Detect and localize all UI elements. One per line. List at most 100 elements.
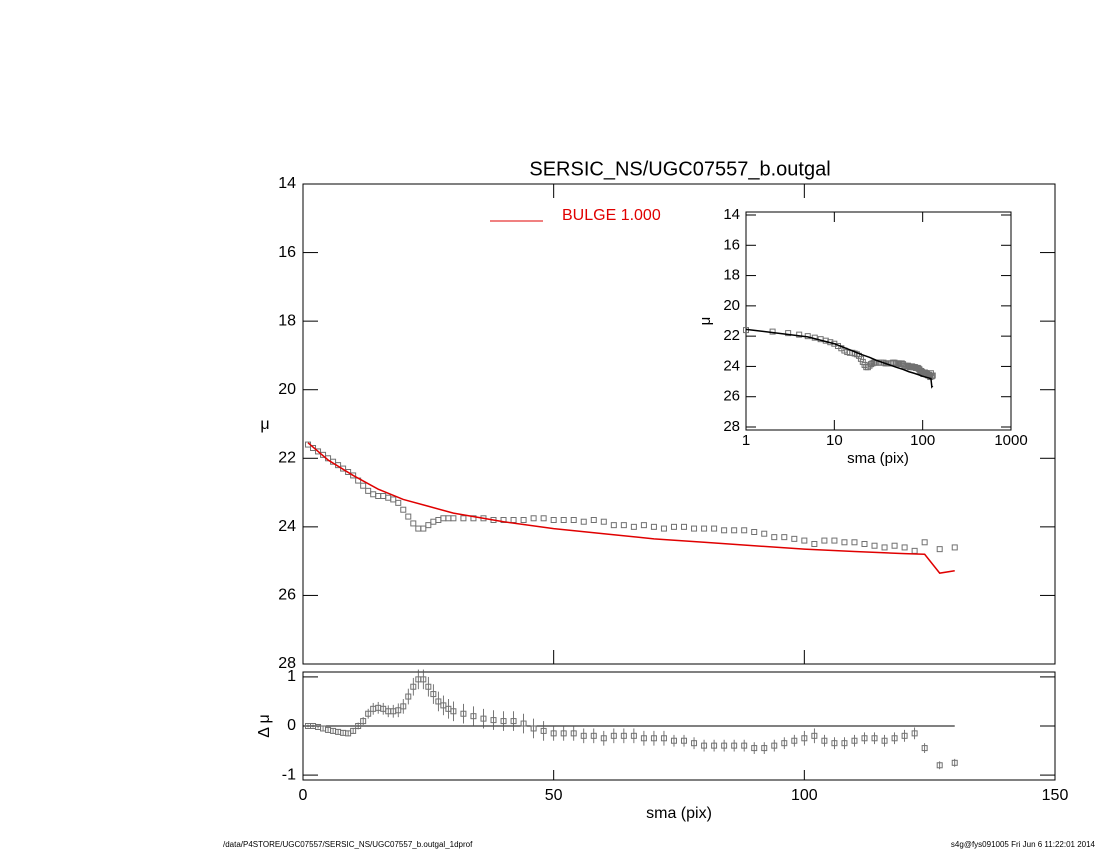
inset-y-tick-label: 28 [723,418,740,435]
y-tick-label: 26 [278,587,296,604]
residual-point [921,745,928,752]
residual-point [821,737,828,744]
y-tick-label: 16 [278,244,296,261]
data-point [610,522,617,529]
data-point [580,518,587,525]
residual-point [650,735,657,742]
data-point [395,499,402,506]
residual-point [761,745,768,752]
data-point [560,517,567,523]
data-point [821,537,828,544]
residual-point [400,703,407,710]
y-axis-label: μ [260,416,269,433]
residual-point [550,730,557,737]
footer-left: /data/P4STORE/UGC07557/SERSIC_NS/UGC0755… [223,840,473,849]
data-point [951,544,958,551]
residual-point [731,742,738,749]
data-point [650,523,657,530]
residual-point [420,676,427,683]
residual-point [681,737,688,744]
data-point [796,331,803,338]
residual-point [450,708,457,715]
residual-point [440,702,447,709]
data-point [861,541,868,547]
residual-point [620,732,627,739]
inset-y-tick-label: 18 [723,267,740,284]
inset-x-axis-label: sma (pix) [847,450,909,467]
x-tick-label: 150 [1042,787,1069,804]
residual-point [701,742,708,749]
residual-point [640,735,647,742]
data-point [315,448,322,455]
data-point [420,525,427,532]
inset-y-axis-label: μ [697,317,714,326]
data-point [460,515,467,522]
residual-point [560,730,567,737]
legend-label: BULGE 1.000 [562,207,661,224]
residual-point [841,740,848,747]
data-point [741,527,748,534]
residual-point [811,732,818,739]
residual-point [430,691,437,698]
inset-x-tick-label: 10 [826,432,843,449]
inset-y-tick-label: 20 [723,297,740,314]
data-point [771,534,778,541]
data-point [864,364,871,371]
inset-y-tick-label: 26 [723,388,740,405]
main-frame [302,183,1056,665]
inset-frame [745,211,1012,431]
x-tick-label: 50 [545,787,563,804]
residual-point [600,735,607,742]
residual-point [590,732,597,739]
data-point [530,515,537,522]
data-point [570,517,577,523]
residual-point [490,717,497,724]
y-tick-label: 18 [278,312,296,329]
residual-point [350,727,357,734]
data-point [841,539,848,546]
inset-x-tick-label: 1 [742,432,750,449]
data-point [921,539,928,546]
model-line [307,442,955,574]
data-point [630,523,637,530]
data-point [500,517,507,523]
y-tick-label: -1 [282,766,296,783]
data-point [620,522,627,529]
data-point [425,522,432,529]
residual-point [395,707,402,714]
residual-point [520,720,527,727]
data-point [375,493,382,499]
data-point [785,330,792,337]
y-axis-label: Δ μ [256,714,273,737]
residual-point [801,735,808,742]
data-point [791,535,798,542]
footer-right: s4g@fys091005 Fri Jun 6 11:22:01 2014 [951,840,1096,849]
y-tick-label: 22 [278,450,296,467]
residual-point [711,742,718,749]
residual-point [540,727,547,734]
residual-point [570,730,577,737]
data-point [510,517,517,523]
data-point [701,525,708,532]
data-point [380,493,387,499]
data-point [360,482,367,489]
residual-point [691,740,698,747]
data-point [435,517,442,523]
data-point [405,513,412,520]
residual-point [771,742,778,749]
data-point [670,523,677,530]
data-point [415,525,422,532]
inset-x-tick-label: 1000 [994,432,1027,449]
residual-point [580,732,587,739]
data-point [871,542,878,549]
data-point [540,515,547,522]
data-point [385,494,392,501]
residual-point [721,742,728,749]
data-point [751,529,758,535]
data-point [901,544,908,551]
residual-point [831,740,838,747]
data-point [761,530,768,537]
data-point [365,487,372,494]
data-point [430,518,437,525]
